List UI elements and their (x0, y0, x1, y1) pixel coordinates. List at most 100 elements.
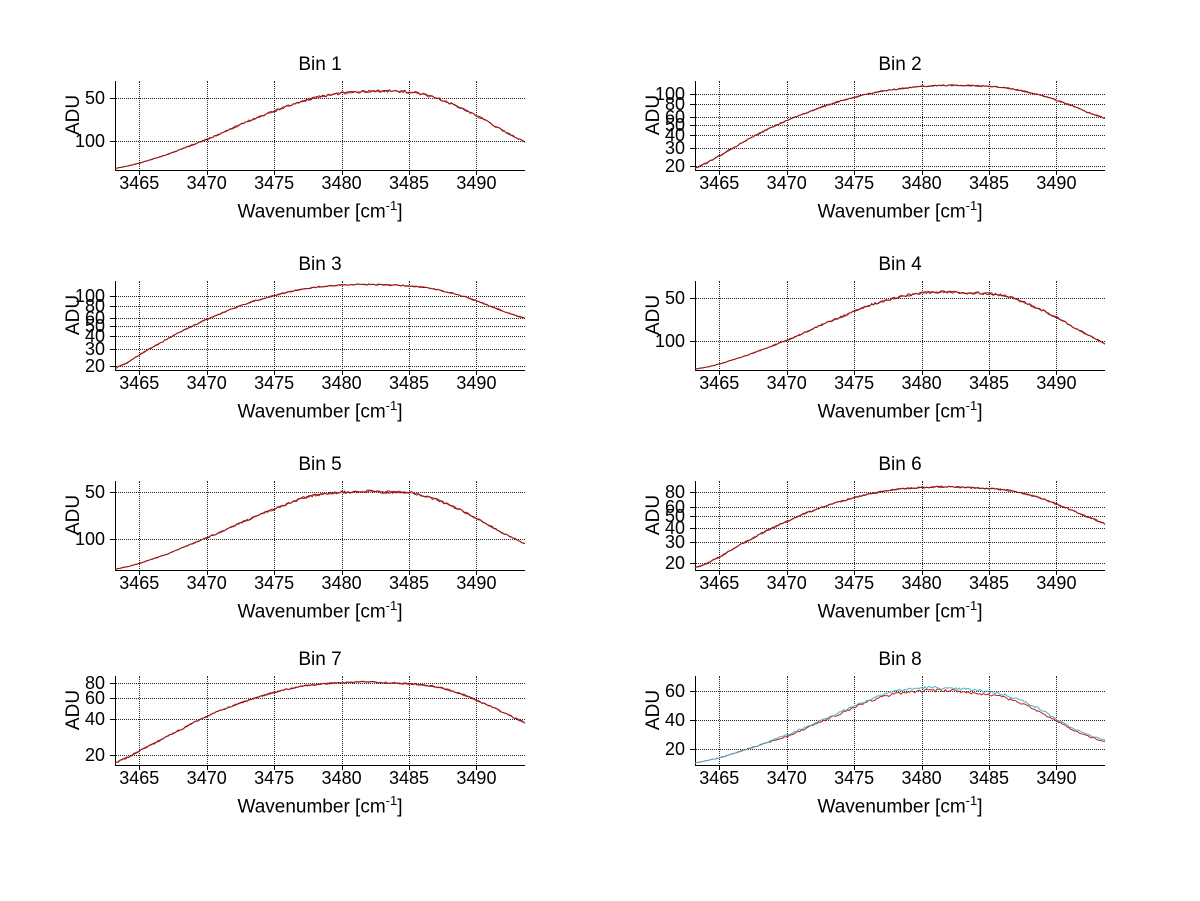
x-axis-label-text: Wavenumber [cm (817, 796, 966, 818)
x-tick-mark (206, 765, 208, 770)
y-tick-labels: 60 40 20 (600, 676, 693, 766)
y-tick-labels: 80 60 40 20 (20, 674, 113, 766)
x-tick-mark (341, 370, 343, 375)
y-tick-mark (690, 117, 695, 119)
grid-line-vertical (206, 676, 208, 766)
panel-title: Bin 2 (878, 54, 922, 75)
y-tick-label: 20 (664, 552, 685, 573)
grid-line-vertical (786, 481, 788, 571)
y-tick-labels: 50 100 (600, 281, 693, 371)
x-tick-labels: 3465 3470 3475 3480 3485 3490 (115, 768, 525, 790)
x-axis-label-bracket: ] (397, 401, 403, 423)
x-tick-mark (1056, 570, 1058, 575)
x-tick-mark (989, 570, 990, 575)
x-tick-label: 3480 (901, 768, 942, 788)
y-tick-mark (110, 326, 115, 328)
x-tick-mark (274, 765, 276, 770)
grid-line-vertical (274, 481, 276, 571)
grid-line-vertical (139, 281, 141, 371)
y-axis-line (115, 281, 116, 371)
x-tick-label: 3480 (321, 768, 362, 788)
grid-line-vertical (476, 81, 478, 171)
x-tick-mark (786, 370, 788, 375)
x-tick-label: 3465 (119, 768, 160, 788)
panel-title: Bin 3 (298, 254, 342, 275)
y-tick-mark (690, 341, 695, 342)
x-tick-label: 3475 (834, 573, 875, 593)
x-tick-label: 3485 (968, 768, 1010, 788)
x-tick-mark (1056, 170, 1058, 175)
grid-line-horizontal (695, 542, 1105, 544)
grid-line-vertical (409, 676, 410, 766)
grid-line-horizontal (115, 348, 525, 350)
grid-line-horizontal (695, 341, 1105, 342)
x-tick-labels: 3465 3470 3475 3480 3485 3490 (115, 573, 525, 595)
y-tick-label: 60 (664, 680, 685, 701)
x-tick-mark (786, 765, 788, 770)
x-tick-label: 3465 (699, 373, 740, 393)
x-tick-labels: 3465 3470 3475 3480 3485 3490 (115, 373, 525, 395)
x-tick-label: 3475 (834, 768, 875, 788)
x-tick-label: 3490 (1036, 173, 1077, 193)
y-tick-mark (110, 295, 115, 297)
x-tick-mark (274, 570, 276, 575)
x-tick-labels: 3465 3470 3475 3480 3485 3490 (115, 173, 525, 195)
x-axis-label: Wavenumber [cm-1] (660, 198, 1140, 223)
spectrum-curves (695, 81, 1105, 171)
grid-line-vertical (854, 676, 856, 766)
x-tick-label: 3470 (186, 768, 227, 788)
y-axis-line (115, 81, 116, 171)
grid-line-horizontal (115, 492, 525, 494)
spectrum-line (115, 90, 525, 168)
subplot-panel: Bin 3 ADU Wavenumber [cm-1] 3465 3470 3475 348… (20, 250, 620, 451)
x-axis-label-bracket: ] (397, 796, 403, 818)
x-tick-mark (206, 370, 208, 375)
grid-line-vertical (921, 281, 923, 371)
plot-area (110, 481, 525, 575)
x-tick-label: 3490 (456, 373, 497, 393)
panel-title: Bin 1 (298, 54, 342, 75)
grid-line-horizontal (695, 492, 1105, 494)
y-tick-labels: 100 80 60 50 40 30 20 (600, 81, 693, 175)
y-axis-line (695, 676, 696, 766)
x-tick-label: 3465 (119, 573, 160, 593)
x-axis-label-bracket: ] (977, 796, 983, 818)
y-tick-mark (690, 748, 695, 750)
x-tick-label: 3475 (254, 373, 295, 393)
x-axis-label: Wavenumber [cm-1] (660, 598, 1140, 623)
x-axis-label-exponent: -1 (385, 793, 398, 808)
x-axis-label-exponent: -1 (385, 598, 398, 613)
x-axis-label: Wavenumber [cm-1] (80, 398, 560, 423)
y-tick-label: 30 (664, 532, 685, 553)
x-tick-label: 3465 (119, 373, 160, 393)
x-tick-mark (719, 570, 721, 575)
x-tick-label: 3485 (968, 173, 1010, 193)
x-tick-mark (206, 570, 208, 575)
x-tick-mark (139, 370, 141, 375)
x-tick-label: 3475 (254, 768, 295, 788)
x-axis-label-text: Wavenumber [cm (817, 201, 966, 223)
grid-line-horizontal (115, 335, 525, 337)
plot-area (690, 676, 1105, 770)
subplot-panel: Bin 1 ADU Wavenumber [cm-1] 3465 3470 3475 348… (20, 50, 620, 251)
grid-line-horizontal (695, 748, 1105, 750)
y-tick-mark (110, 754, 115, 756)
x-axis-label: Wavenumber [cm-1] (660, 793, 1140, 818)
spectrum-line (695, 85, 1105, 169)
spectrum-curves (115, 676, 525, 766)
x-tick-mark (719, 370, 721, 375)
plot-area (690, 481, 1105, 575)
y-tick-mark (690, 719, 695, 721)
x-tick-mark (786, 570, 788, 575)
x-tick-label: 3485 (388, 373, 430, 393)
subplot-panel: Bin 6 ADU Wavenumber [cm-1] 3465 3470 3475 348… (600, 450, 1200, 651)
x-tick-label: 3470 (766, 373, 807, 393)
x-axis-line (115, 370, 525, 371)
y-axis-line (695, 481, 696, 571)
grid-line-vertical (341, 281, 343, 371)
grid-line-vertical (274, 676, 276, 766)
axes-frame (695, 481, 1105, 571)
grid-line-vertical (206, 481, 208, 571)
x-axis-line (695, 765, 1105, 766)
y-tick-mark (110, 305, 115, 307)
